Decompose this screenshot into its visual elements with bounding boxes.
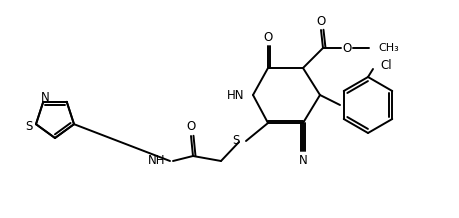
Text: O: O (341, 41, 351, 54)
Text: N: N (298, 153, 307, 167)
Text: CH₃: CH₃ (377, 43, 398, 53)
Text: O: O (186, 121, 195, 133)
Text: O: O (263, 31, 272, 44)
Text: HN: HN (226, 89, 243, 102)
Text: S: S (232, 135, 240, 148)
Text: Cl: Cl (379, 58, 391, 72)
Text: S: S (25, 120, 33, 133)
Text: N: N (41, 91, 50, 104)
Text: O: O (316, 15, 325, 27)
Text: NH: NH (147, 155, 165, 167)
